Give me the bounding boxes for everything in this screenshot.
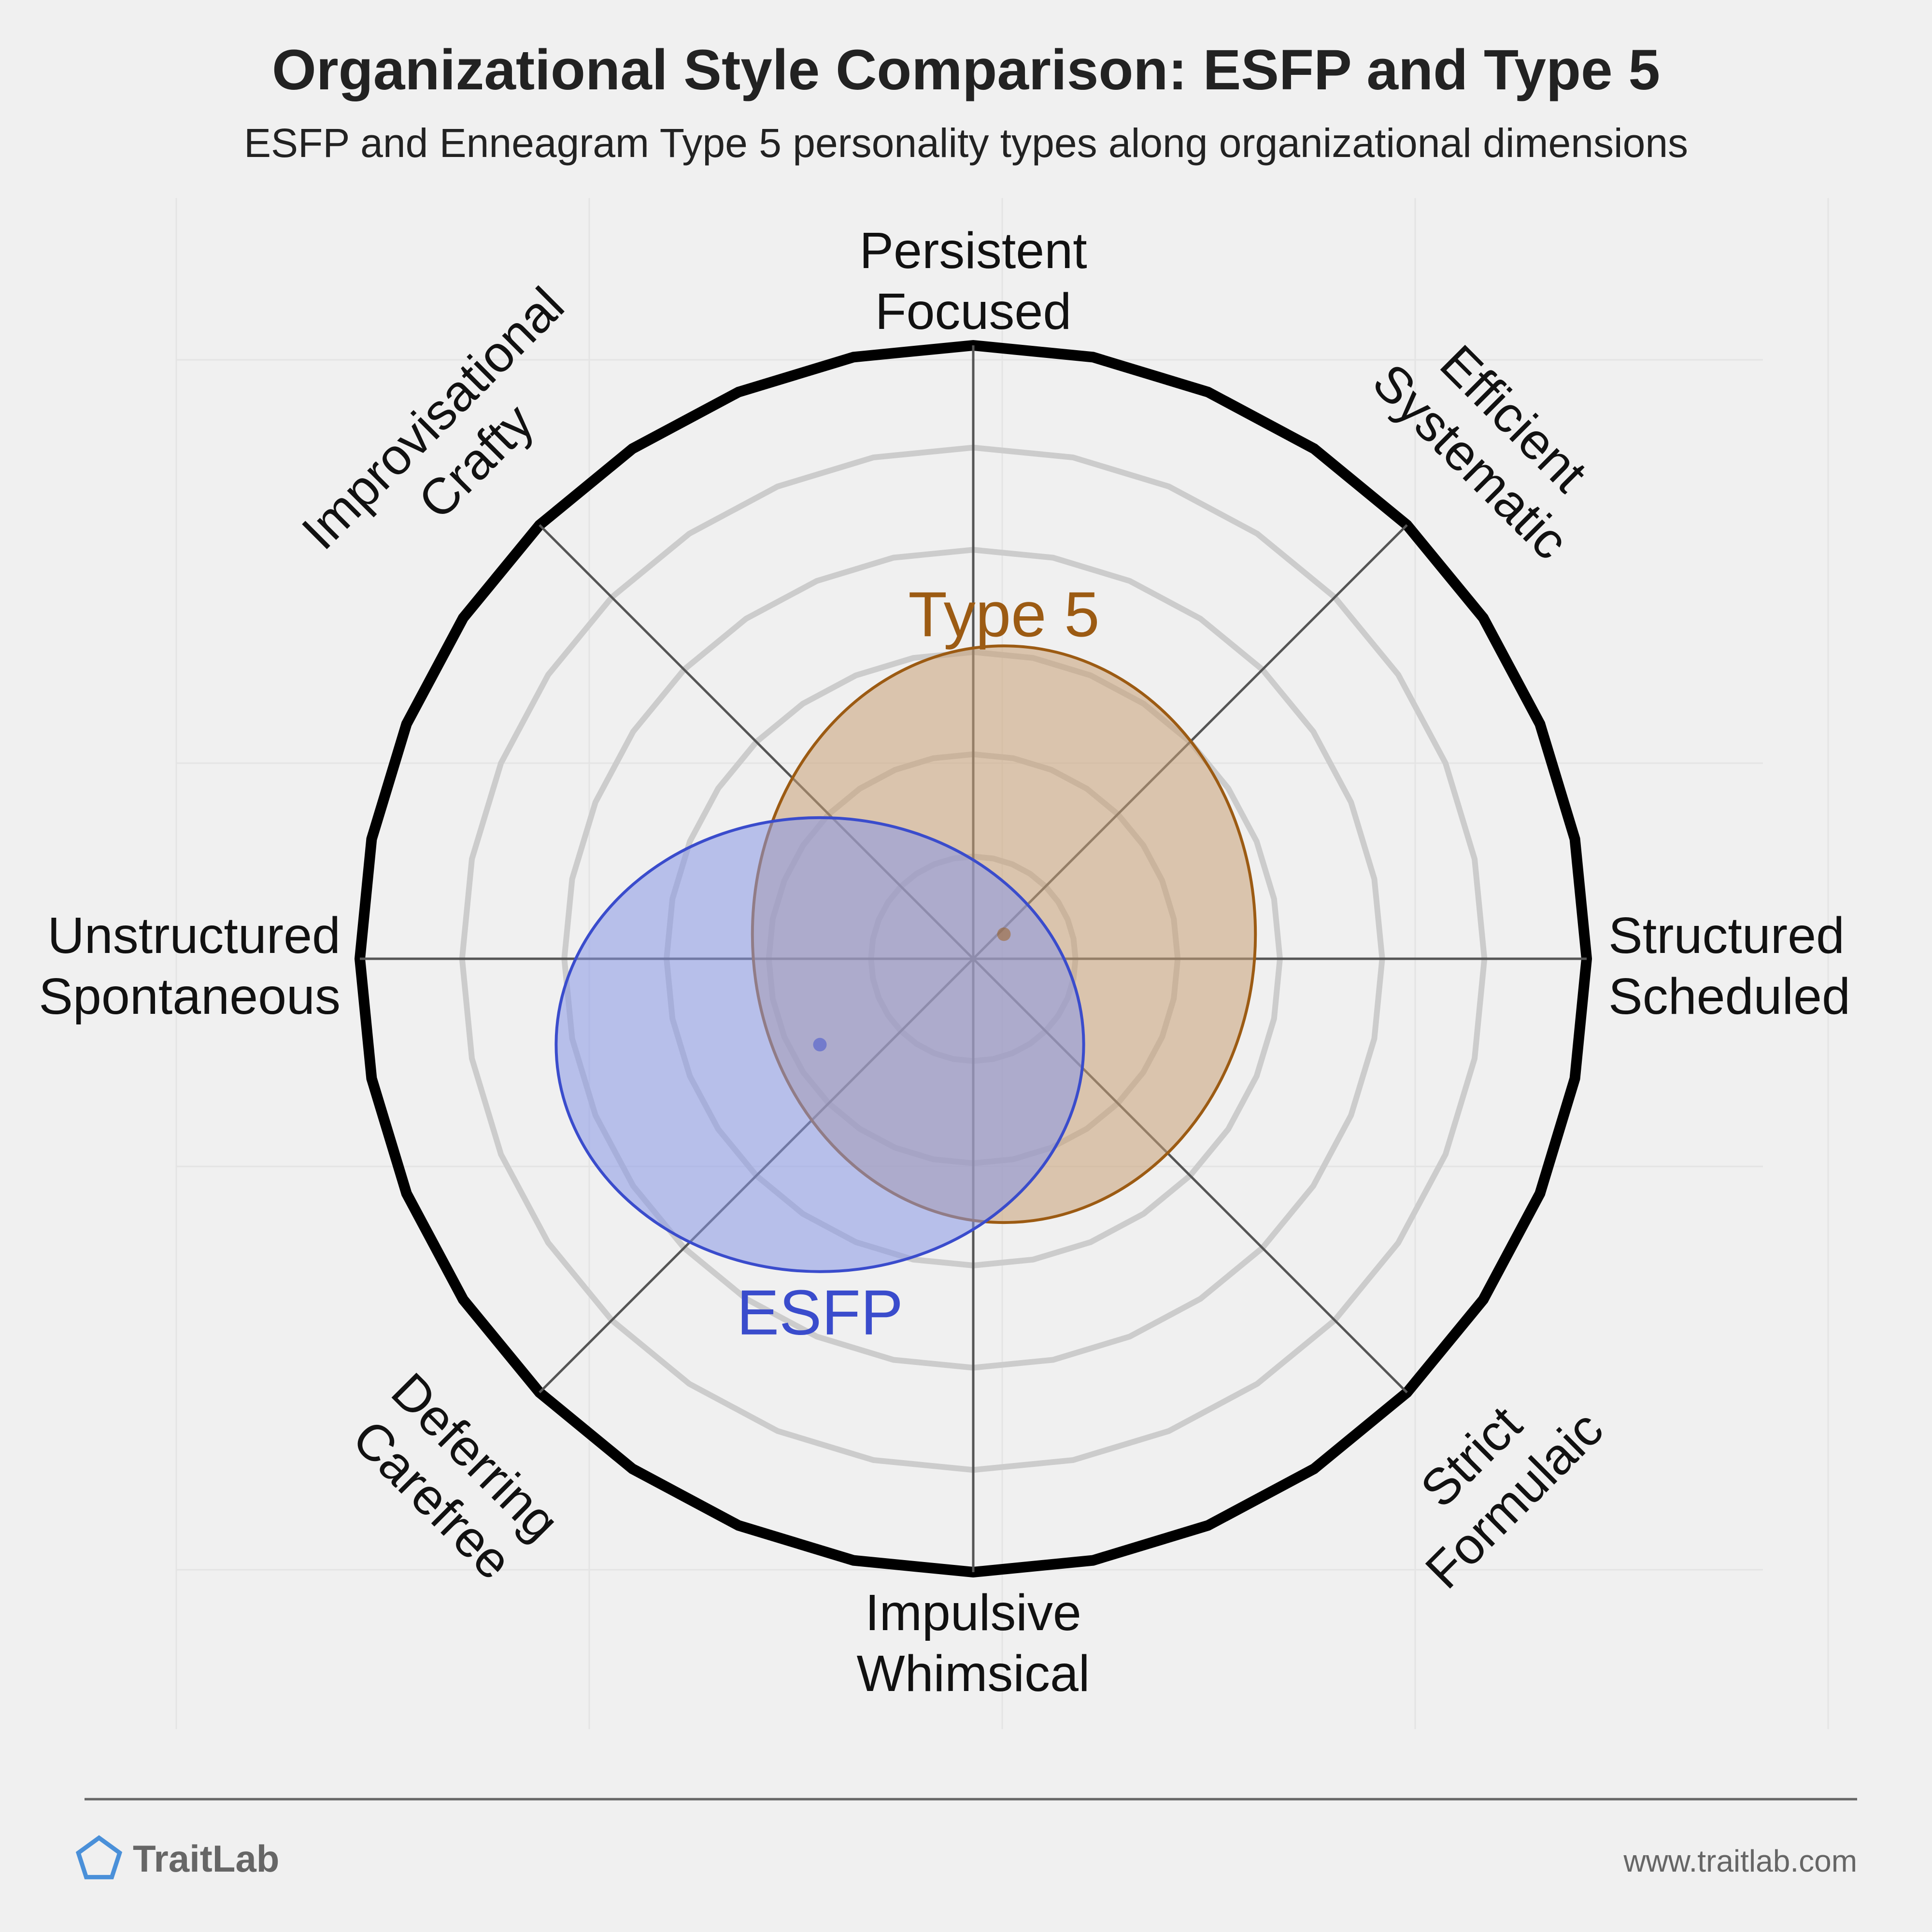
chart-title: Organizational Style Comparison: ESFP an… [272,38,1660,102]
bubble-center-esfp [813,1037,827,1051]
axis-label-line: Improvisational [291,277,575,561]
footer-brand: TraitLab [133,1837,279,1880]
axis-label-line: Spontaneous [39,968,341,1025]
axis-label-line: Unstructured [47,907,341,964]
chart-subtitle: ESFP and Enneagram Type 5 personality ty… [244,120,1688,166]
footer-url: www.traitlab.com [1623,1844,1857,1878]
axis-label-line: Persistent [859,222,1087,279]
bubble-center-type-5 [997,927,1011,941]
series-bubbles: Type 5 ESFP [554,579,1257,1348]
series-label-esfp: ESFP [737,1277,903,1348]
traitlab-logo-icon [75,1835,123,1879]
axis-label-line: Whimsical [857,1645,1090,1702]
axis-label-line: Structured [1608,907,1845,964]
axis-label-line: Impulsive [865,1584,1081,1641]
series-label-type-5: Type 5 [908,579,1099,650]
axis-label-line: Scheduled [1608,968,1850,1025]
axis-label-line: Focused [875,283,1072,340]
